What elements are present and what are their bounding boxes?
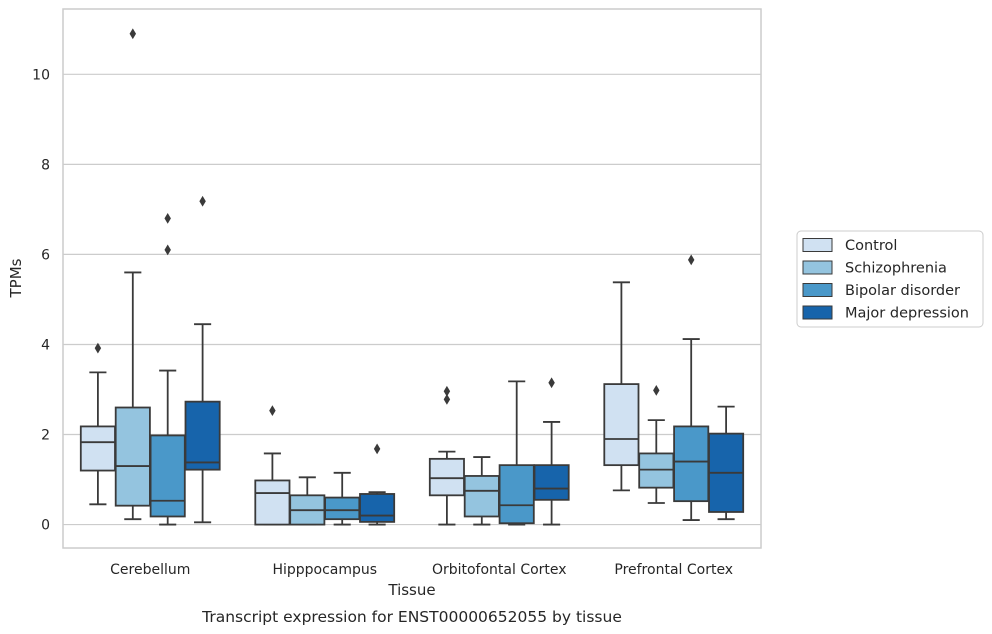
- y-tick-label: 4: [41, 337, 50, 353]
- outlier-point: [653, 385, 660, 396]
- box-body: [184, 400, 221, 471]
- legend-swatch: [802, 260, 833, 275]
- legend-frame: [796, 230, 984, 328]
- box-body: [463, 475, 500, 518]
- outlier-point: [129, 28, 137, 40]
- outlier-point: [199, 195, 206, 207]
- box-body: [603, 383, 640, 467]
- legend: Control Schizophrenia Bipolar disorder Majo…: [796, 230, 984, 328]
- legend-label: Bipolar disorder: [845, 283, 960, 299]
- y-tick-labels: 0 2 4 6 8 10: [32, 67, 50, 533]
- box-control-3: [603, 281, 640, 492]
- box-bipolar-disorder-0: [149, 213, 186, 526]
- box-body: [673, 425, 710, 503]
- legend-label: Control: [845, 238, 897, 254]
- x-axis-label: Tissue: [387, 581, 435, 599]
- y-tick-label: 10: [32, 67, 50, 83]
- box-body: [324, 496, 361, 521]
- y-tick-label: 0: [41, 518, 50, 534]
- plot-frame: [62, 8, 762, 549]
- box-control-2: [428, 385, 465, 526]
- legend-label: Schizophrenia: [845, 261, 947, 277]
- outlier-point: [687, 254, 695, 266]
- box-major-depression-3: [708, 405, 745, 521]
- outlier-point: [164, 213, 171, 224]
- legend-swatch: [802, 305, 833, 320]
- legend-label: Major depression: [845, 306, 969, 322]
- box-body: [638, 452, 675, 489]
- box-bipolar-disorder-2: [498, 380, 535, 526]
- box-body: [79, 425, 116, 472]
- x-tick-label: Hipppocampus: [272, 562, 377, 578]
- box-major-depression-0: [184, 195, 221, 524]
- outlier-point: [443, 385, 451, 397]
- box-bipolar-disorder-3: [673, 254, 710, 521]
- y-tick-label: 2: [41, 428, 50, 444]
- box-body: [114, 406, 151, 507]
- outlier-point: [548, 377, 555, 389]
- box-body: [533, 464, 570, 501]
- box-bipolar-disorder-1: [324, 471, 361, 526]
- grid-lines: [63, 73, 761, 526]
- chart-caption: Transcript expression for ENST0000065205…: [201, 608, 622, 626]
- outlier-point: [94, 342, 102, 354]
- box-body: [149, 434, 186, 518]
- outlier-point: [443, 394, 451, 405]
- outlier-point: [164, 244, 171, 256]
- box-body: [254, 479, 291, 526]
- box-major-depression-2: [533, 377, 570, 526]
- x-tick-label: Cerebellum: [110, 562, 190, 578]
- box-body: [359, 493, 396, 523]
- y-tick-label: 8: [41, 157, 50, 173]
- x-tick-label: Prefrontal Cortex: [614, 562, 733, 578]
- box-control-1: [254, 405, 291, 526]
- box-schizophrenia-2: [463, 456, 500, 526]
- box-control-0: [79, 342, 116, 506]
- box-major-depression-1: [359, 443, 396, 526]
- boxplots: [79, 28, 745, 526]
- box-schizophrenia-3: [638, 385, 675, 504]
- y-axis-label: TPMs: [7, 258, 25, 298]
- x-tick-labels: Cerebellum Hipppocampus Orbitofontal Corte…: [110, 562, 733, 578]
- y-tick-label: 6: [41, 247, 50, 263]
- box-schizophrenia-0: [114, 28, 151, 521]
- box-schizophrenia-1: [289, 476, 326, 526]
- legend-swatch: [802, 238, 833, 252]
- legend-swatch: [802, 283, 833, 297]
- outlier-point: [269, 405, 276, 417]
- box-body: [428, 457, 465, 497]
- box-body: [498, 464, 535, 525]
- outlier-point: [373, 443, 381, 455]
- x-tick-label: Orbitofontal Cortex: [432, 562, 567, 578]
